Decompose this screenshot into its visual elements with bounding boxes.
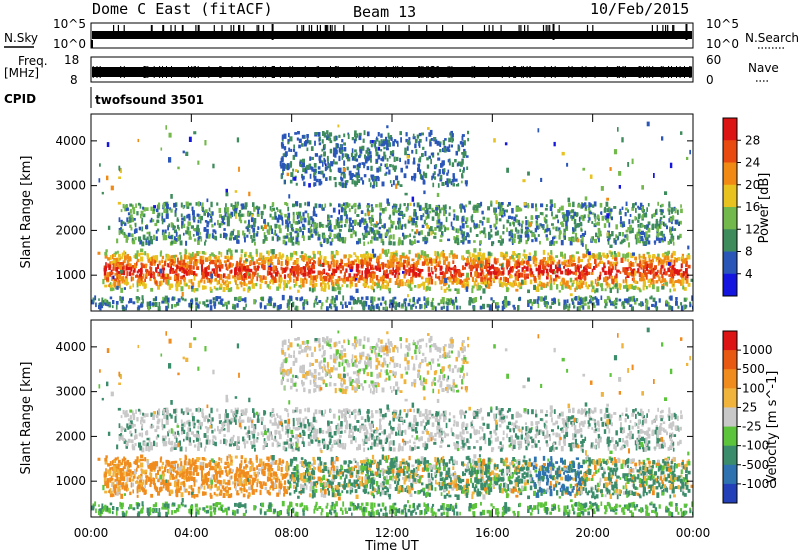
colorbar-swatch bbox=[723, 184, 737, 208]
colorbar-swatch bbox=[723, 426, 737, 447]
time-tick-label: 16:00 bbox=[475, 526, 510, 540]
power-ylabel: Slant Range [km] bbox=[19, 156, 34, 269]
velocity-ylabel: Slant Range [km] bbox=[19, 362, 34, 475]
velocity-colorbar-tick: -500 bbox=[742, 458, 769, 472]
cpid-program: twofsound 3501 bbox=[95, 93, 204, 107]
colorbar-swatch bbox=[723, 331, 737, 351]
colorbar-swatch bbox=[723, 140, 737, 163]
nsky-panel-frame bbox=[90, 22, 694, 49]
nave-tick-top: 60 bbox=[706, 53, 721, 67]
nsky-tick-top: 10^5 bbox=[53, 17, 86, 31]
beam-title: Beam 13 bbox=[353, 3, 416, 21]
colorbar-swatch bbox=[723, 464, 737, 485]
power-colorbar-tick: 28 bbox=[745, 133, 760, 147]
colorbar-swatch bbox=[723, 445, 737, 466]
colorbar-swatch bbox=[723, 118, 737, 141]
velocity-colorbar-tick: 100 bbox=[742, 381, 765, 395]
nave-label: Nave bbox=[748, 61, 779, 75]
power-colorbar-tick: 4 bbox=[745, 267, 753, 281]
nsearch-tick-bottom: 10^0 bbox=[706, 37, 739, 51]
nsearch-label: N.Search bbox=[745, 31, 799, 45]
nave-tick-bottom: 0 bbox=[706, 73, 714, 87]
colorbar-swatch bbox=[723, 483, 737, 504]
freq-trace bbox=[92, 66, 692, 78]
power-colorbar-tick: 12 bbox=[745, 222, 760, 236]
colorbar-swatch bbox=[723, 388, 737, 408]
velocity-colorbar-label: Velocity [m s^-1] bbox=[765, 371, 780, 484]
velocity-axes: 1000 2000 3000 4000 bbox=[55, 320, 694, 517]
date-title: 10/Feb/2015 bbox=[590, 0, 689, 18]
time-tick-label: 00:00 bbox=[74, 526, 109, 540]
freq-unit-label: [MHz] bbox=[4, 66, 39, 80]
power-colorbar-label: Power [dB] bbox=[757, 173, 772, 244]
time-axis-label: Time UT bbox=[364, 539, 418, 554]
freq-tick-bottom: 8 bbox=[70, 73, 78, 87]
nsearch-tick-top: 10^5 bbox=[706, 17, 739, 31]
velocity-colorbar: 1000 500 100 25 -25 -100 -500 -1000 bbox=[722, 330, 777, 504]
y-tick-label: 1000 bbox=[55, 268, 86, 282]
y-tick-label: 3000 bbox=[55, 179, 86, 193]
velocity-colorbar-tick: -100 bbox=[742, 439, 769, 453]
nsky-trace bbox=[91, 24, 692, 48]
time-tick-label: 12:00 bbox=[375, 526, 410, 540]
colorbar-swatch bbox=[723, 162, 737, 186]
power-heatmap bbox=[91, 121, 693, 311]
y-tick-label: 4000 bbox=[55, 134, 86, 148]
y-tick-label: 2000 bbox=[55, 223, 86, 237]
velocity-colorbar-tick: -25 bbox=[742, 420, 762, 434]
colorbar-swatch bbox=[723, 207, 737, 230]
power-colorbar-tick: 20 bbox=[745, 178, 760, 192]
time-tick-label: 04:00 bbox=[174, 526, 209, 540]
power-colorbar: 4 8 12 16 20 24 28 bbox=[722, 117, 760, 297]
nsky-label: N.Sky bbox=[4, 31, 38, 45]
colorbar-swatch bbox=[723, 229, 737, 252]
freq-label: Freq. bbox=[18, 54, 48, 68]
station-title: Dome C East (fitACF) bbox=[92, 0, 273, 18]
cpid-label: CPID bbox=[4, 92, 36, 106]
time-axis: 00:00 04:00 08:00 12:00 16:00 20:00 00:00 bbox=[74, 526, 711, 540]
y-tick-label: 2000 bbox=[55, 429, 86, 443]
velocity-colorbar-tick: -1000 bbox=[742, 477, 777, 491]
colorbar-swatch bbox=[723, 251, 737, 275]
velocity-colorbar-tick: 500 bbox=[742, 362, 765, 376]
nsky-tick-bottom: 10^0 bbox=[53, 37, 86, 51]
colorbar-swatch bbox=[723, 273, 737, 297]
freq-panel-frame bbox=[90, 56, 694, 83]
y-tick-label: 4000 bbox=[55, 340, 86, 354]
freq-tick-top: 18 bbox=[64, 53, 79, 67]
time-tick-label: 20:00 bbox=[575, 526, 610, 540]
y-tick-label: 3000 bbox=[55, 385, 86, 399]
colorbar-swatch bbox=[723, 350, 737, 370]
velocity-colorbar-tick: 25 bbox=[742, 400, 757, 414]
colorbar-swatch bbox=[723, 407, 737, 428]
y-tick-label: 1000 bbox=[55, 474, 86, 488]
power-axes: 1000 2000 3000 4000 bbox=[55, 114, 694, 311]
power-colorbar-tick: 16 bbox=[745, 200, 760, 214]
power-colorbar-tick: 24 bbox=[745, 156, 760, 170]
time-tick-label: 00:00 bbox=[676, 526, 711, 540]
time-tick-label: 08:00 bbox=[274, 526, 309, 540]
colorbar-swatch bbox=[723, 369, 737, 389]
power-colorbar-tick: 8 bbox=[745, 245, 753, 259]
velocity-heatmap bbox=[91, 327, 693, 517]
velocity-colorbar-tick: 1000 bbox=[742, 343, 773, 357]
